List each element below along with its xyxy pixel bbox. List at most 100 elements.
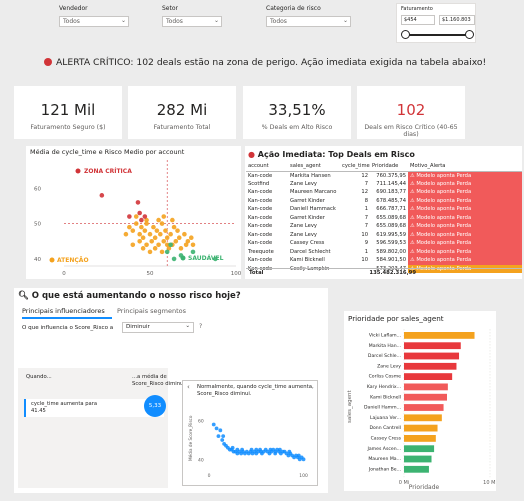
scatter-point[interactable]	[144, 242, 149, 248]
table-row[interactable]: Kan-code Cassey Cress 9 596.599,53 ⚠︎ Modelo…	[246, 239, 522, 248]
scatter-point[interactable]	[188, 235, 194, 241]
bar[interactable]	[404, 435, 436, 442]
table-row[interactable]: Kan-code Kami Bicknell 10 584.901,50 ⚠︎ Mode…	[246, 256, 522, 265]
scatter-point[interactable]	[152, 235, 158, 241]
help-icon[interactable]: ?	[199, 323, 203, 330]
scatter-point[interactable]	[152, 246, 158, 251]
bar[interactable]	[404, 404, 444, 411]
scatter-point[interactable]	[158, 231, 163, 237]
scatter-point[interactable]	[178, 253, 184, 258]
bar[interactable]	[404, 455, 432, 463]
influencer-item[interactable]: cycle_time aumenta para 41.45	[24, 399, 164, 417]
scatter-point[interactable]	[149, 238, 155, 244]
scatter-point[interactable]	[140, 246, 146, 251]
bar[interactable]	[404, 445, 435, 453]
column-header[interactable]: cycle_time	[340, 161, 370, 172]
scatter-point[interactable]	[190, 242, 196, 248]
table-row[interactable]: Treequote Darcel Schlecht 1 589.802,00 ⚠︎ Mo…	[246, 247, 522, 256]
influencer-bubble[interactable]: 5,33	[144, 395, 166, 417]
scatter-point[interactable]	[176, 235, 182, 241]
bar[interactable]	[404, 424, 438, 432]
scatter-point[interactable]	[163, 228, 168, 233]
back-arrow-icon[interactable]: ‹	[187, 383, 190, 391]
filter-dropdown[interactable]: Todos ⌄	[59, 16, 129, 27]
scatter-point[interactable]	[140, 235, 146, 241]
table-row[interactable]: Kan-code Garret Kinder 8 678.485,74 ⚠︎ Model…	[246, 196, 522, 205]
scatter-point[interactable]	[183, 242, 189, 248]
filter-dropdown[interactable]: Todos ⌄	[266, 16, 351, 27]
scatter-point[interactable]	[133, 214, 139, 219]
scatter-point[interactable]	[164, 235, 170, 241]
tab-principais-influenciadores[interactable]: Principais influenciadores	[22, 307, 105, 315]
scatter-point[interactable]	[161, 214, 167, 219]
table-row[interactable]: Kan-code Daniell Hammack 1 666.787,71 ⚠︎ Mod…	[246, 205, 522, 214]
scatter-point[interactable]	[130, 242, 136, 248]
scatter-point[interactable]	[123, 231, 129, 237]
scatter-point[interactable]	[137, 210, 142, 216]
bar[interactable]	[404, 373, 453, 380]
column-header[interactable]: sales_agent	[288, 161, 340, 172]
bar[interactable]	[404, 465, 429, 473]
scatter-point[interactable]	[137, 231, 142, 237]
table-row[interactable]: Kan-code Zane Levy 10 619.995,59 ⚠︎ Modelo a…	[246, 230, 522, 239]
column-header[interactable]: Motivo_Alerta	[408, 161, 522, 172]
scatter-point[interactable]	[127, 224, 132, 230]
slicer-max-input[interactable]: $1.160.803	[439, 15, 475, 25]
scatter-point[interactable]	[190, 249, 196, 255]
slicer-handle-max[interactable]	[465, 30, 474, 39]
bar[interactable]	[404, 332, 475, 339]
faturamento-slicer[interactable]: Faturamento $454 $1.160.803	[396, 3, 476, 43]
scatter-point[interactable]	[171, 256, 177, 262]
scatter-point[interactable]	[156, 242, 161, 248]
scatter-point[interactable]	[213, 256, 218, 262]
scatter-point[interactable]	[135, 200, 141, 205]
scatter-point[interactable]	[139, 217, 144, 223]
slicer-min-input[interactable]: $454	[401, 15, 435, 25]
column-header[interactable]: Prioridade	[370, 161, 408, 172]
filter-setor[interactable]: Setor Todos ⌄	[162, 5, 222, 27]
scatter-point[interactable]	[185, 238, 191, 244]
scatter-point[interactable]	[173, 238, 179, 244]
bar[interactable]	[404, 342, 461, 350]
bar[interactable]	[404, 352, 460, 360]
scatter-point[interactable]	[171, 224, 177, 230]
scatter-point[interactable]	[164, 249, 170, 255]
scatter-point[interactable]	[159, 221, 165, 226]
scatter-point[interactable]	[182, 231, 187, 237]
scatter-point[interactable]	[147, 249, 153, 255]
scatter-point[interactable]	[166, 246, 172, 251]
table-row[interactable]: Kan-code Garret Kinder 7 655.089,68 ⚠︎ Model…	[246, 213, 522, 222]
scatter-point[interactable]	[137, 238, 142, 244]
table-row[interactable]: Kan-code Zane Levy 7 655.089,68 ⚠︎ Modelo ap…	[246, 222, 522, 231]
scatter-point[interactable]	[168, 231, 173, 237]
scatter-point[interactable]	[133, 221, 139, 226]
scatter-point[interactable]	[156, 217, 161, 223]
scatter-point[interactable]	[168, 242, 173, 248]
bar[interactable]	[404, 383, 448, 391]
scatter-point[interactable]	[175, 228, 180, 233]
column-header[interactable]: account	[246, 161, 288, 172]
filter-dropdown[interactable]: Todos ⌄	[162, 16, 222, 27]
direction-dropdown[interactable]: Diminuir ⌄	[122, 322, 194, 333]
slicer-handle-min[interactable]	[401, 30, 410, 39]
scatter-point[interactable]	[151, 224, 156, 230]
bar[interactable]	[404, 414, 442, 422]
scatter-point[interactable]	[144, 217, 149, 223]
bar[interactable]	[404, 362, 457, 370]
scatter-point[interactable]	[142, 228, 148, 233]
filter-vendedor[interactable]: Vendedor Todos ⌄	[59, 5, 129, 27]
table-row[interactable]: Kan-code Maureen Marcano 12 690.183,77 ⚠︎ Mo…	[246, 188, 522, 197]
bar[interactable]	[404, 393, 447, 401]
scatter-point[interactable]	[159, 249, 165, 255]
scatter-point[interactable]	[178, 246, 184, 251]
scatter-point[interactable]	[170, 217, 175, 223]
tab-principais-segmentos[interactable]: Principais segmentos	[117, 307, 187, 315]
scatter-point[interactable]	[164, 242, 170, 248]
table-row[interactable]: Scotfind Zane Levy 7 711.145,44 ⚠︎ Modelo ap…	[246, 179, 522, 188]
scatter-point[interactable]	[144, 221, 149, 226]
scatter-point[interactable]	[154, 228, 160, 233]
scatter-point[interactable]	[142, 214, 148, 219]
table-row[interactable]: Kan-code Markita Hansen 12 760.375,95 ⚠︎ Mod…	[246, 171, 522, 180]
scatter-point[interactable]	[130, 228, 136, 233]
scatter-point[interactable]	[99, 193, 105, 198]
